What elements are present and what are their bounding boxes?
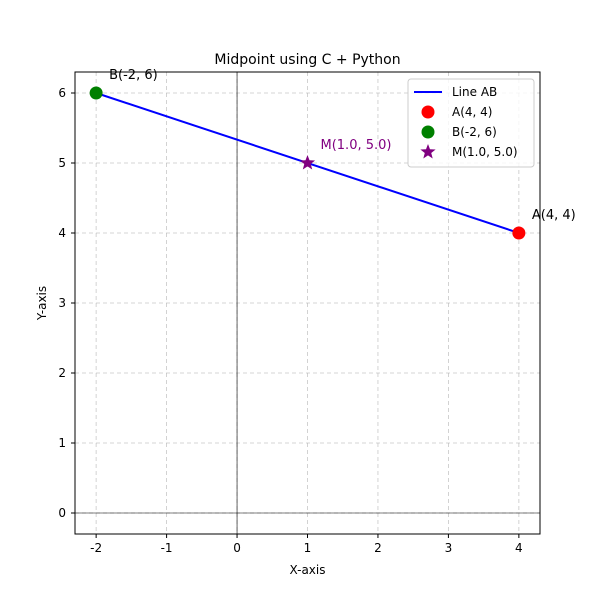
x-tick-label: 3 [445,541,453,555]
y-tick-label: 0 [58,506,66,520]
y-tick-label: 1 [58,436,66,450]
point-label-a: A(4, 4) [532,208,576,223]
y-tick-label: 5 [58,156,66,170]
x-axis-label: X-axis [290,563,326,577]
point-marker-a [512,226,526,240]
y-tick-label: 3 [58,296,66,310]
point-marker-m [299,155,316,170]
y-ticks: 0 1 2 3 4 5 6 [58,86,75,520]
legend-box [407,78,535,168]
y-tick-label: 4 [58,226,66,240]
legend-m-label: M(1.0, 5.0) [452,145,518,159]
legend-line-ab-label: Line AB [452,85,497,99]
reference-lines [75,72,540,534]
legend-a-swatch [421,105,435,119]
x-ticks: -2 -1 0 1 2 3 4 [90,534,523,555]
x-tick-label: -1 [161,541,173,555]
y-tick-label: 2 [58,366,66,380]
legend-m-swatch [420,144,436,159]
x-tick-label: 1 [304,541,312,555]
y-tick-label: 6 [58,86,66,100]
point-label-b: B(-2, 6) [109,68,158,83]
x-tick-label: -2 [90,541,102,555]
y-axis-label: Y-axis [35,286,49,321]
x-tick-label: 0 [233,541,241,555]
legend-b-label: B(-2, 6) [452,125,497,139]
point-label-m: M(1.0, 5.0) [321,138,392,153]
legend: Line AB A(4, 4) B(-2, 6) M(1.0, 5.0) [407,78,535,168]
point-marker-b [89,86,103,100]
x-tick-label: 2 [374,541,382,555]
x-tick-label: 4 [515,541,523,555]
chart-title: Midpoint using C + Python [214,52,400,68]
legend-b-swatch [421,125,435,139]
markers [89,86,526,240]
legend-a-label: A(4, 4) [452,105,492,119]
